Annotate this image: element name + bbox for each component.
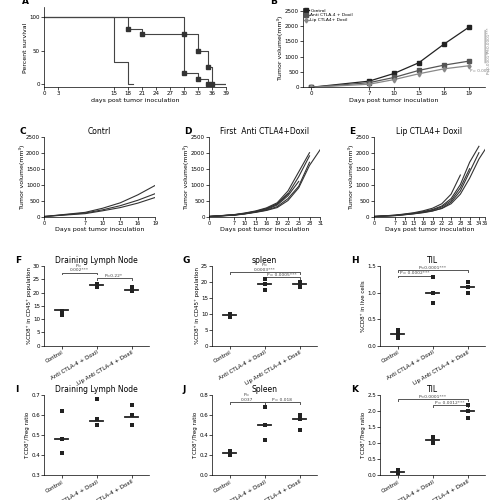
Text: A: A [22, 0, 29, 6]
Control [416, 60, 422, 66]
Legend: Control, Anti CTLA-4 + Doxil, Lip CTLA4+ Doxil: Control, Anti CTLA-4 + Doxil, Lip CTLA4+… [304, 8, 353, 22]
Text: P<0.0001***: P<0.0001*** [487, 48, 490, 74]
Title: TIL: TIL [427, 386, 438, 394]
Line: Anti CTLA-4 + Doxil: Anti CTLA-4 + Doxil [309, 60, 470, 89]
Y-axis label: Tumor volume(mm³): Tumor volume(mm³) [348, 144, 354, 209]
Anti CTLA-4 + Doxil [466, 58, 471, 64]
Control [308, 84, 314, 90]
Text: K: K [351, 385, 358, 394]
Text: P=
0.002***: P= 0.002*** [70, 264, 89, 272]
Text: P= 0.0012***: P= 0.0012*** [435, 401, 465, 405]
Text: P= 0.0005***: P= 0.0005*** [267, 273, 297, 277]
Text: P= 0.0001***: P= 0.0001*** [470, 69, 490, 73]
Y-axis label: Tumor volume(mm³): Tumor volume(mm³) [183, 144, 189, 209]
Y-axis label: T CD8⁺/Treg ratio: T CD8⁺/Treg ratio [361, 412, 366, 459]
Anti CTLA-4 + Doxil [391, 74, 397, 80]
Title: Contrl: Contrl [88, 127, 111, 136]
Title: First  Anti CTLA4+Doxil: First Anti CTLA4+Doxil [220, 127, 309, 136]
Text: C: C [20, 126, 26, 136]
Text: F: F [15, 256, 21, 265]
Text: P= 0.018: P= 0.018 [272, 398, 292, 402]
Control [366, 78, 372, 84]
Y-axis label: %CD8⁺ in CD45⁺ population: %CD8⁺ in CD45⁺ population [26, 268, 31, 344]
X-axis label: Days post tumor inoculation: Days post tumor inoculation [385, 227, 474, 232]
Text: B: B [270, 0, 277, 6]
Anti CTLA-4 + Doxil [416, 68, 422, 73]
Text: J: J [183, 385, 186, 394]
Lip CTLA4+ Doxil [308, 84, 314, 90]
Text: P=
0.0003***: P= 0.0003*** [254, 264, 275, 272]
X-axis label: Days post tumor inoculation: Days post tumor inoculation [349, 98, 439, 103]
Text: P<0.0001***: P<0.0001*** [418, 266, 447, 270]
Y-axis label: T CD8⁺/Treg ratio: T CD8⁺/Treg ratio [193, 412, 198, 459]
X-axis label: Days post tumor inoculation: Days post tumor inoculation [220, 227, 309, 232]
Title: Draining Lymph Node: Draining Lymph Node [55, 256, 138, 265]
Y-axis label: T CD8⁺/Treg ratio: T CD8⁺/Treg ratio [24, 412, 30, 459]
Y-axis label: Percent survival: Percent survival [23, 22, 28, 72]
Text: P= 0.0002***: P= 0.0002*** [400, 271, 430, 275]
X-axis label: days post tumor inoculation: days post tumor inoculation [91, 98, 179, 103]
Text: D: D [184, 126, 192, 136]
Text: P=0.22*: P=0.22* [105, 274, 123, 278]
Line: Lip CTLA4+ Doxil: Lip CTLA4+ Doxil [309, 64, 470, 89]
Anti CTLA-4 + Doxil [308, 84, 314, 90]
Title: Lip CTLA4+ Doxil: Lip CTLA4+ Doxil [396, 127, 463, 136]
X-axis label: Days post tumor inoculation: Days post tumor inoculation [55, 227, 145, 232]
Title: TIL: TIL [427, 256, 438, 265]
Y-axis label: %CD8⁺ in live cells: %CD8⁺ in live cells [361, 280, 366, 332]
Control [391, 70, 397, 76]
Anti CTLA-4 + Doxil [366, 80, 372, 86]
Y-axis label: Tumor volume(mm³): Tumor volume(mm³) [277, 15, 283, 80]
Lip CTLA4+ Doxil [391, 76, 397, 82]
Anti CTLA-4 + Doxil [441, 62, 446, 68]
Text: I: I [15, 385, 18, 394]
Title: spleen: spleen [252, 256, 277, 265]
Y-axis label: Tumor volume(mm³): Tumor volume(mm³) [19, 144, 25, 209]
Line: Control: Control [309, 26, 470, 89]
Lip CTLA4+ Doxil [366, 81, 372, 87]
Y-axis label: %CD8⁺ in CD45⁺ population: %CD8⁺ in CD45⁺ population [195, 268, 199, 344]
Control [441, 42, 446, 48]
Text: H: H [351, 256, 358, 265]
Text: P<0.0001***: P<0.0001*** [418, 394, 447, 398]
Lip CTLA4+ Doxil [416, 71, 422, 77]
Text: G: G [183, 256, 190, 265]
Title: Draining Lymph Node: Draining Lymph Node [55, 386, 138, 394]
Text: E: E [349, 126, 355, 136]
Text: P=
0.037: P= 0.037 [241, 393, 253, 402]
Title: Spleen: Spleen [251, 386, 278, 394]
Text: P<0.0001***: P<0.0001*** [487, 26, 490, 52]
Lip CTLA4+ Doxil [466, 63, 471, 69]
Lip CTLA4+ Doxil [441, 66, 446, 72]
Control [466, 24, 471, 30]
